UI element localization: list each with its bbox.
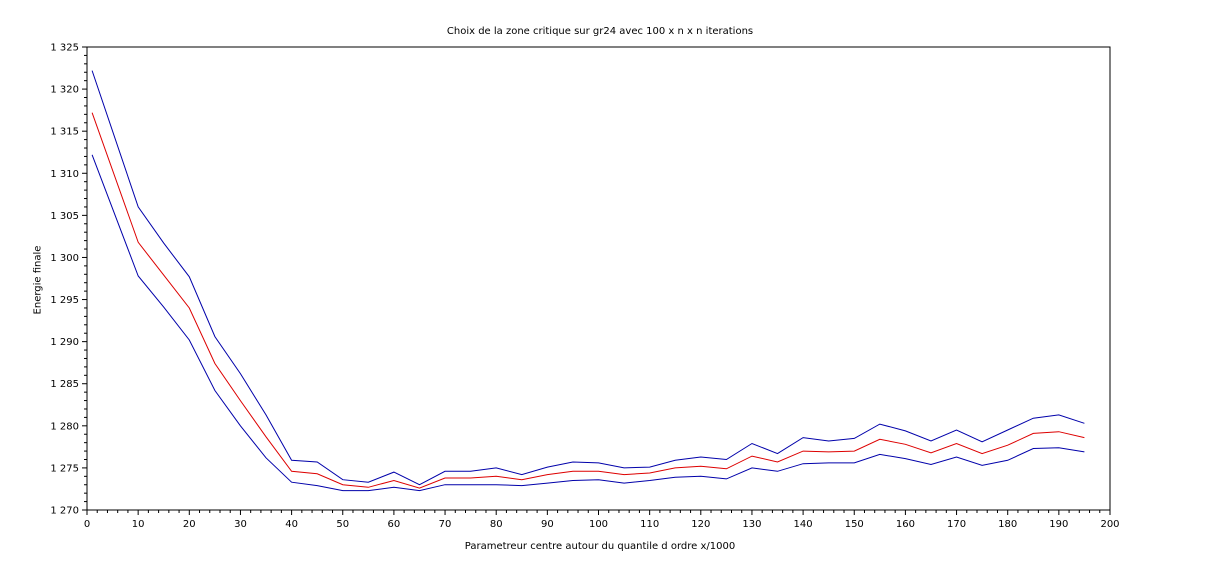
x-tick-label: 50 (336, 519, 349, 530)
x-tick-label: 200 (1100, 519, 1119, 530)
x-tick-label: 120 (691, 519, 710, 530)
axes: 0 10 20 30 40 50 60 70 80 90 100 110 120 130 140 150 160… (50, 43, 1119, 531)
x-tick-label: 140 (794, 519, 813, 530)
x-tick-label: 20 (183, 519, 196, 530)
x-tick-label: 160 (896, 519, 915, 530)
plot-frame (86, 46, 1111, 511)
x-tick-label: 110 (640, 519, 659, 530)
x-tick-label: 190 (1049, 519, 1068, 530)
chart-title: Choix de la zone critique sur gr24 avec … (446, 26, 754, 37)
x-tick-label: 150 (845, 519, 864, 530)
y-tick-label: 1 275 (50, 463, 79, 474)
x-tick-label: 100 (589, 519, 608, 530)
x-tick-label: 0 (84, 519, 90, 530)
x-tick-label: 10 (132, 519, 145, 530)
series-line-1 (91, 70, 1085, 486)
x-tick-label: 70 (439, 519, 452, 530)
y-tick-label: 1 320 (50, 85, 79, 96)
y-tick-label: 1 305 (50, 211, 79, 222)
series-line-2 (91, 112, 1085, 489)
y-tick-label: 1 325 (50, 43, 79, 54)
y-tick-label: 1 270 (50, 506, 79, 517)
x-tick-label: 90 (541, 519, 554, 530)
y-tick-label: 1 295 (50, 295, 79, 306)
x-tick-label: 170 (947, 519, 966, 530)
x-tick-label: 180 (998, 519, 1017, 530)
x-tick-label: 40 (285, 519, 298, 530)
x-tick-label: 60 (388, 519, 401, 530)
y-tick-label: 1 315 (50, 127, 79, 138)
series-group (91, 70, 1085, 492)
y-tick-label: 1 280 (50, 421, 79, 432)
y-tick-label: 1 290 (50, 337, 79, 348)
y-tick-label: 1 300 (50, 253, 79, 264)
series-line-3 (91, 154, 1085, 492)
y-tick-label: 1 285 (50, 379, 79, 390)
x-tick-label: 30 (234, 519, 247, 530)
x-tick-label: 80 (490, 519, 503, 530)
y-tick-label: 1 310 (50, 169, 79, 180)
x-axis-label: Parametreur centre autour du quantile d … (464, 541, 736, 552)
x-tick-label: 130 (742, 519, 761, 530)
